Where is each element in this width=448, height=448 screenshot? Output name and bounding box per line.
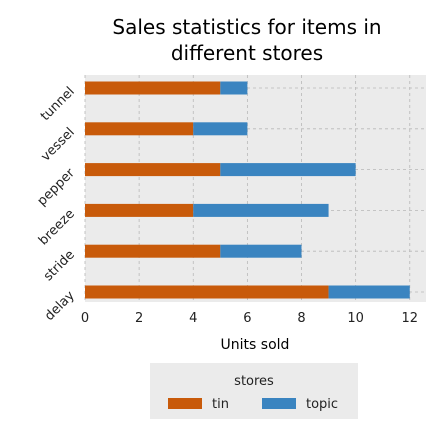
x-tick-label: 8 xyxy=(297,311,305,326)
y-tick-label-pepper: pepper xyxy=(35,165,79,209)
y-tick-label-breeze: breeze xyxy=(36,207,78,249)
x-tick-label: 12 xyxy=(401,311,418,326)
y-tick-label-tunnel: tunnel xyxy=(38,84,78,124)
legend-box xyxy=(150,363,358,419)
bar-topic-stride xyxy=(220,244,302,258)
chart-title-line-1: Sales statistics for items in xyxy=(112,15,381,39)
bar-tin-stride xyxy=(85,244,221,258)
bar-topic-pepper xyxy=(220,163,356,177)
chart-title-line-2: different stores xyxy=(171,41,323,65)
y-tick-label-stride: stride xyxy=(41,247,78,284)
y-tick-label-delay: delay xyxy=(42,288,78,324)
bar-tin-pepper xyxy=(85,163,221,177)
plot-background xyxy=(85,75,426,302)
bar-tin-tunnel xyxy=(85,81,221,95)
legend-label-tin: tin xyxy=(212,397,229,412)
x-tick-label: 4 xyxy=(189,311,197,326)
bars xyxy=(85,81,410,299)
bar-topic-vessel xyxy=(193,122,248,136)
legend-swatch-tin xyxy=(168,398,202,409)
x-tick-label: 10 xyxy=(347,311,364,326)
bar-tin-vessel xyxy=(85,122,194,136)
bar-topic-breeze xyxy=(193,203,329,217)
bar-topic-delay xyxy=(328,285,410,299)
x-axis-label: Units sold xyxy=(221,337,290,353)
legend-label-topic: topic xyxy=(306,397,338,412)
bar-topic-tunnel xyxy=(220,81,248,95)
y-tick-label-vessel: vessel xyxy=(38,125,77,164)
x-tick-labels: 0 2 4 6 8 10 12 xyxy=(81,311,418,326)
x-tick-label: 0 xyxy=(81,311,89,326)
legend-swatch-topic xyxy=(262,398,296,409)
legend: stores tin topic xyxy=(150,363,358,419)
bar-tin-delay xyxy=(85,285,329,299)
x-tick-label: 6 xyxy=(243,311,251,326)
legend-title: stores xyxy=(234,374,274,389)
bar-tin-breeze xyxy=(85,203,194,217)
x-tick-label: 2 xyxy=(135,311,143,326)
